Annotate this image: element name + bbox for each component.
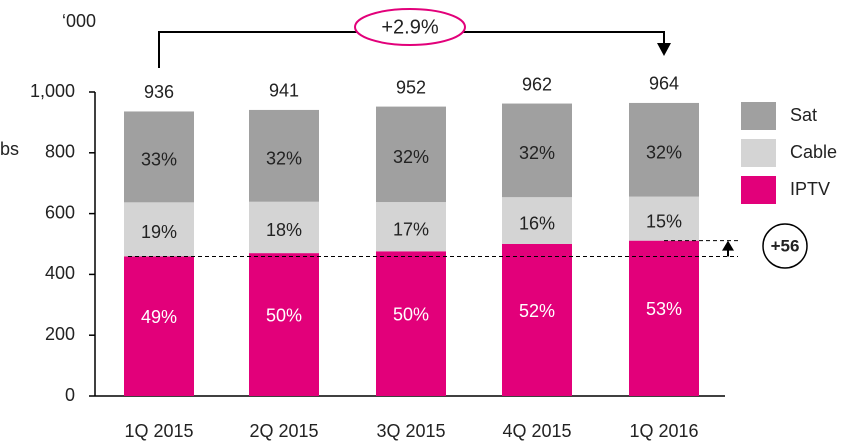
bar-segment <box>502 244 572 396</box>
arrowhead <box>657 43 671 56</box>
bar-segment <box>124 202 194 257</box>
share-label: 32% <box>266 149 302 169</box>
delta-label: +56 <box>771 236 800 255</box>
bar-segment <box>376 251 446 396</box>
y-tick-label: 600 <box>45 202 75 222</box>
share-label: 52% <box>519 301 555 321</box>
share-label: 32% <box>393 147 429 167</box>
total-label: 964 <box>649 74 679 94</box>
bar-segment <box>629 240 699 396</box>
x-tick-label: 1Q 2015 <box>124 421 193 441</box>
bar-segment <box>376 106 446 203</box>
x-tick-label: 1Q 2016 <box>629 421 698 441</box>
share-label: 53% <box>646 299 682 319</box>
bar-segment <box>629 102 699 197</box>
legend-label: Sat <box>790 105 817 125</box>
legend-swatch <box>741 139 776 167</box>
unit-label: ‘000 <box>62 11 96 31</box>
legend-swatch <box>741 176 776 204</box>
share-label: 50% <box>266 305 302 325</box>
share-label: 32% <box>519 143 555 163</box>
y-tick-label: 800 <box>45 142 75 162</box>
share-label: 49% <box>141 307 177 327</box>
bar-segment <box>124 256 194 396</box>
share-label: 33% <box>141 150 177 170</box>
x-tick-label: 2Q 2015 <box>249 421 318 441</box>
delta-bubble <box>762 223 808 269</box>
share-label: 50% <box>393 304 429 324</box>
x-tick-label: 4Q 2015 <box>502 421 571 441</box>
legend-label: IPTV <box>790 179 830 199</box>
share-label: 17% <box>393 219 429 239</box>
bar-segment <box>249 109 319 202</box>
share-label: 15% <box>646 211 682 231</box>
x-tick-label: 3Q 2015 <box>376 421 445 441</box>
share-label: 18% <box>266 220 302 240</box>
legend-swatch <box>741 102 776 130</box>
total-label: 941 <box>269 81 299 101</box>
growth-bubble <box>354 8 466 46</box>
share-label: 16% <box>519 213 555 233</box>
share-label: 32% <box>646 143 682 163</box>
bar-segment <box>502 197 572 244</box>
total-label: 952 <box>396 77 426 97</box>
y-tick-label: 1,000 <box>30 81 75 101</box>
y-axis-label: Subs <box>0 139 19 159</box>
bar-segment <box>249 201 319 254</box>
total-label: 962 <box>522 74 552 94</box>
bar-segment <box>249 253 319 396</box>
y-tick-label: 0 <box>65 385 75 405</box>
legend-label: Cable <box>790 142 837 162</box>
bar-segment <box>502 103 572 198</box>
bar-segment <box>629 196 699 241</box>
share-label: 19% <box>141 222 177 242</box>
total-label: 936 <box>144 82 174 102</box>
y-tick-label: 200 <box>45 324 75 344</box>
growth-label: +2.9% <box>381 16 438 38</box>
bar-segment <box>124 111 194 203</box>
y-tick-label: 400 <box>45 263 75 283</box>
delta-arrowhead <box>722 240 734 251</box>
bar-segment <box>376 202 446 252</box>
